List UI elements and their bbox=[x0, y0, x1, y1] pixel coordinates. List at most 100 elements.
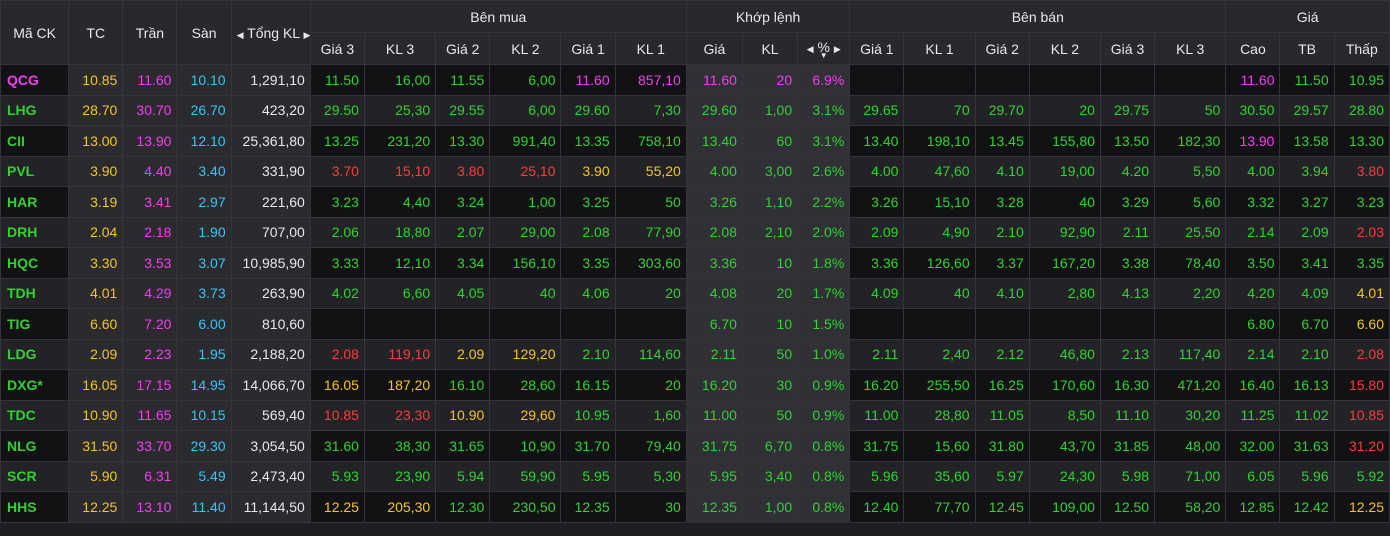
cell-ref: 4.01 bbox=[68, 277, 124, 309]
table-row[interactable]: TIG 6.60 7.20 6.00 810,60 6.70 10 1.5% 6.80 6.70 6… bbox=[0, 308, 1390, 340]
cell-sell-price-3: 5.98 bbox=[1099, 460, 1156, 492]
caret-right-icon[interactable]: ▶ bbox=[833, 43, 841, 54]
cell-sell-price-2: 3.28 bbox=[974, 186, 1030, 218]
table-row[interactable]: TDH 4.01 4.29 3.73 263,90 4.02 6,60 4.05 40 4.06 2… bbox=[0, 277, 1390, 309]
cell-avg: 3.41 bbox=[1279, 247, 1335, 279]
cell-ceil: 2.18 bbox=[122, 216, 178, 248]
table-row[interactable]: NLG 31.50 33.70 29.30 3,054,50 31.60 38,30 31.6… bbox=[0, 430, 1390, 462]
col-match-vol[interactable]: KL bbox=[741, 32, 799, 65]
col-sell-price-2[interactable]: Giá 2 bbox=[974, 32, 1030, 65]
col-match-price[interactable]: Giá bbox=[685, 32, 743, 65]
col-floor[interactable]: Sàn bbox=[176, 0, 232, 65]
col-match-percent[interactable]: ◀ % ▶ ▼ bbox=[797, 32, 851, 65]
cell-symbol[interactable]: HAR bbox=[0, 186, 70, 218]
cell-low: 3.35 bbox=[1333, 247, 1390, 279]
cell-symbol[interactable]: HHS bbox=[0, 491, 70, 523]
table-row[interactable]: DXG* 16.05 17.15 14.95 14,066,70 16.05 187,20 1… bbox=[0, 369, 1390, 401]
col-ceil[interactable]: Trần bbox=[122, 0, 178, 65]
cell-low: 3.80 bbox=[1333, 155, 1390, 187]
col-symbol[interactable]: Mã CK bbox=[0, 0, 70, 65]
col-avg[interactable]: TB bbox=[1279, 32, 1335, 65]
cell-match-percent: 1.5% bbox=[797, 308, 851, 340]
cell-ceil: 33.70 bbox=[122, 430, 178, 462]
cell-floor: 6.00 bbox=[176, 308, 232, 340]
col-buy-vol-1[interactable]: KL 1 bbox=[614, 32, 687, 65]
table-row[interactable]: QCG 10.85 11.60 10.10 1,291,10 11.50 16,00 11.5… bbox=[0, 64, 1390, 96]
col-sell-price-3[interactable]: Giá 3 bbox=[1099, 32, 1156, 65]
cell-symbol[interactable]: TDC bbox=[0, 399, 70, 431]
cell-buy-price-2: 12.30 bbox=[435, 491, 491, 523]
cell-symbol[interactable]: QCG bbox=[0, 64, 70, 96]
col-buy-price-1[interactable]: Giá 1 bbox=[560, 32, 616, 65]
cell-buy-price-1: 16.15 bbox=[560, 369, 616, 401]
cell-buy-vol-1: 30 bbox=[614, 491, 687, 523]
cell-buy-vol-2: 40 bbox=[489, 277, 562, 309]
table-row[interactable]: CII 13.00 13.90 12.10 25,361,80 13.25 231,20 13… bbox=[0, 125, 1390, 157]
caret-left-icon[interactable]: ◀ bbox=[236, 29, 244, 40]
col-ref[interactable]: TC bbox=[68, 0, 124, 65]
cell-symbol[interactable]: LDG bbox=[0, 338, 70, 370]
col-sell-price-1[interactable]: Giá 1 bbox=[849, 32, 905, 65]
cell-buy-vol-3: 231,20 bbox=[363, 125, 437, 157]
cell-sell-vol-1: 15,10 bbox=[903, 186, 976, 218]
table-row[interactable]: HAR 3.19 3.41 2.97 221,60 3.23 4,40 3.24 1,00 3.2… bbox=[0, 186, 1390, 218]
col-buy-price-3[interactable]: Giá 3 bbox=[309, 32, 365, 65]
cell-sell-vol-2: 46,80 bbox=[1028, 338, 1101, 370]
col-sell-vol-3[interactable]: KL 3 bbox=[1154, 32, 1227, 65]
cell-avg: 4.09 bbox=[1279, 277, 1335, 309]
table-row[interactable]: PVL 3.90 4.40 3.40 331,90 3.70 15,10 3.80 25,10 3… bbox=[0, 155, 1390, 187]
cell-buy-price-3: 31.60 bbox=[309, 430, 365, 462]
cell-match-percent: 1.8% bbox=[797, 247, 851, 279]
cell-buy-price-1: 2.10 bbox=[560, 338, 616, 370]
sort-down-icon[interactable]: ▼ bbox=[819, 50, 828, 60]
cell-sell-price-1: 31.75 bbox=[849, 430, 905, 462]
col-sell-vol-2[interactable]: KL 2 bbox=[1028, 32, 1101, 65]
cell-symbol[interactable]: LHG bbox=[0, 94, 70, 126]
cell-buy-price-2: 4.05 bbox=[435, 277, 491, 309]
col-total-vol[interactable]: ◀ Tổng KL ▶ bbox=[230, 0, 311, 65]
cell-symbol[interactable]: TDH bbox=[0, 277, 70, 309]
cell-ref: 5.90 bbox=[68, 460, 124, 492]
cell-sell-vol-1 bbox=[903, 308, 976, 340]
cell-sell-price-3: 3.29 bbox=[1099, 186, 1156, 218]
col-low[interactable]: Thấp bbox=[1333, 32, 1390, 65]
cell-symbol[interactable]: SCR bbox=[0, 460, 70, 492]
cell-sell-price-2: 2.10 bbox=[974, 216, 1030, 248]
col-buy-vol-2[interactable]: KL 2 bbox=[489, 32, 562, 65]
table-row[interactable]: LDG 2.09 2.23 1.95 2,188,20 2.08 119,10 2.09 129… bbox=[0, 338, 1390, 370]
cell-symbol[interactable]: NLG bbox=[0, 430, 70, 462]
cell-symbol[interactable]: TIG bbox=[0, 308, 70, 340]
table-row[interactable]: HHS 12.25 13.10 11.40 11,144,50 12.25 205,30 12… bbox=[0, 491, 1390, 523]
table-row[interactable]: HQC 3.30 3.53 3.07 10,985,90 3.33 12,10 3.34 156… bbox=[0, 247, 1390, 279]
table-row[interactable]: LHG 28.70 30.70 26.70 423,20 29.50 25,30 29.55 6… bbox=[0, 94, 1390, 126]
col-match-percent-label: % bbox=[817, 38, 830, 55]
cell-sell-price-3: 29.75 bbox=[1099, 94, 1156, 126]
cell-sell-price-2: 11.05 bbox=[974, 399, 1030, 431]
caret-left-icon[interactable]: ◀ bbox=[806, 43, 814, 54]
cell-buy-vol-3: 23,90 bbox=[363, 460, 437, 492]
caret-right-icon[interactable]: ▶ bbox=[303, 29, 311, 40]
cell-buy-vol-3: 18,80 bbox=[363, 216, 437, 248]
table-row[interactable]: DRH 2.04 2.18 1.90 707,00 2.06 18,80 2.07 29,00 2… bbox=[0, 216, 1390, 248]
col-sell-vol-1[interactable]: KL 1 bbox=[903, 32, 976, 65]
cell-buy-price-1: 13.35 bbox=[560, 125, 616, 157]
col-buy-vol-3[interactable]: KL 3 bbox=[363, 32, 437, 65]
cell-symbol[interactable]: CII bbox=[0, 125, 70, 157]
cell-buy-vol-1 bbox=[614, 308, 687, 340]
cell-buy-vol-2: 25,10 bbox=[489, 155, 562, 187]
cell-sell-vol-3: 50 bbox=[1154, 94, 1227, 126]
col-high[interactable]: Cao bbox=[1225, 32, 1281, 65]
cell-symbol[interactable]: HQC bbox=[0, 247, 70, 279]
cell-symbol[interactable]: DRH bbox=[0, 216, 70, 248]
cell-sell-vol-2: 167,20 bbox=[1028, 247, 1101, 279]
cell-sell-vol-1 bbox=[903, 64, 976, 96]
cell-symbol[interactable]: DXG* bbox=[0, 369, 70, 401]
cell-sell-price-1: 4.09 bbox=[849, 277, 905, 309]
cell-buy-vol-2: 6,00 bbox=[489, 64, 562, 96]
table-row[interactable]: SCR 5.90 6.31 5.49 2,473,40 5.93 23,90 5.94 59,9… bbox=[0, 460, 1390, 492]
table-row[interactable]: TDC 10.90 11.65 10.15 569,40 10.85 23,30 10.90 2… bbox=[0, 399, 1390, 431]
cell-symbol[interactable]: PVL bbox=[0, 155, 70, 187]
cell-buy-price-1: 3.35 bbox=[560, 247, 616, 279]
cell-match-vol: 3,40 bbox=[741, 460, 799, 492]
col-buy-price-2[interactable]: Giá 2 bbox=[435, 32, 491, 65]
